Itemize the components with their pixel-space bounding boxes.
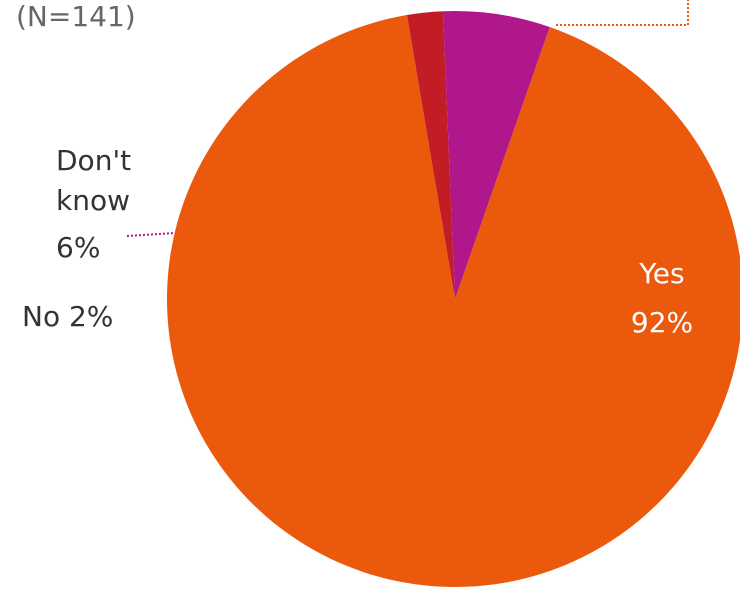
slice-label-yes: Yes	[638, 257, 684, 290]
labels-layer: (N=141) Yes 92% No 2% Don't know 6%	[16, 0, 693, 339]
slice-value-dont-know: 6%	[56, 231, 100, 264]
pie-slice-yes	[167, 15, 740, 587]
slices-layer	[167, 10, 740, 587]
leaders-layer	[126, 0, 689, 237]
leader-line-yes	[556, 0, 689, 26]
slice-label-dont-know: Don't know	[56, 144, 140, 217]
slice-label-no: No 2%	[22, 300, 113, 333]
sample-size-note: (N=141)	[16, 0, 136, 33]
leader-line-dont-know	[126, 232, 176, 237]
slice-value-yes: 92%	[631, 306, 693, 339]
pie-slice-no	[406, 11, 455, 299]
pie-slice-don-t-know	[442, 10, 550, 300]
